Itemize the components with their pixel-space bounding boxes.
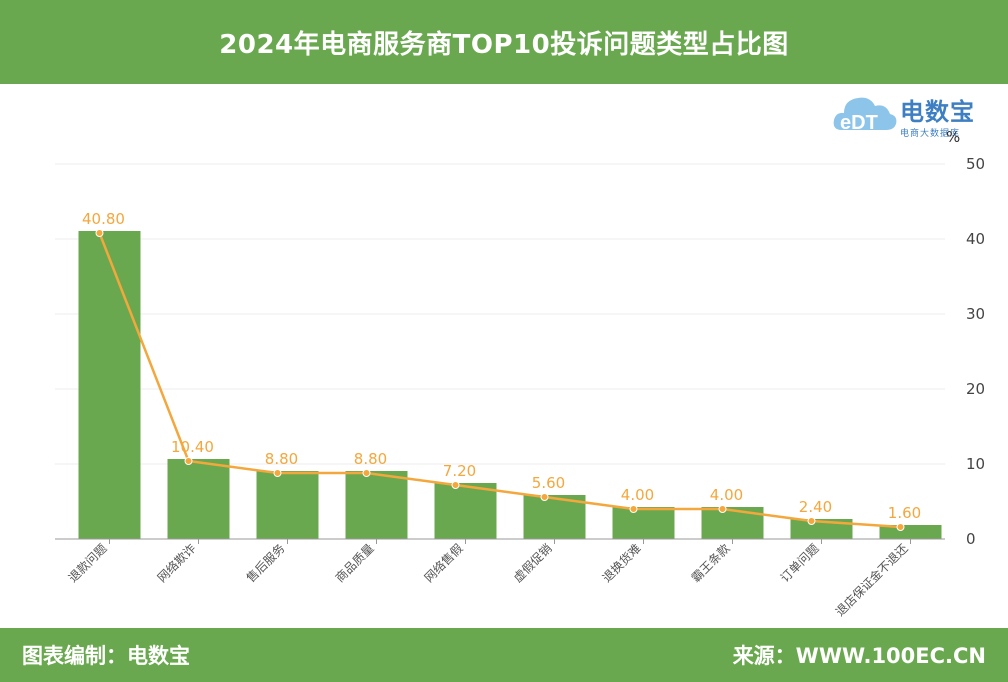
bar (612, 507, 675, 539)
data-label: 8.80 (265, 450, 298, 468)
bar (701, 507, 764, 539)
logo: eDT 电数宝 电商大数据库 (830, 86, 1000, 142)
y-tick-label: 0 (966, 530, 976, 548)
y-unit-label: % (946, 128, 960, 146)
line-point (95, 229, 104, 237)
data-label: 5.60 (532, 474, 565, 492)
bar (345, 471, 408, 539)
line-point (362, 469, 371, 477)
x-tick-label: 售后服务 (243, 541, 288, 586)
line-point (718, 505, 727, 513)
data-label: 40.80 (82, 210, 125, 228)
y-tick-label: 20 (966, 380, 985, 398)
line-point (184, 457, 193, 465)
x-tick-label: 退店保证金不退还 (832, 541, 910, 619)
data-labels: 40.80 10.40 8.80 8.80 7.20 5.60 4.00 4.00 2.40 1.… (82, 210, 921, 522)
y-tick-label: 30 (966, 305, 985, 323)
x-tick-label: 退款问题 (66, 541, 110, 585)
x-tick-label: 霸王条款 (689, 541, 733, 585)
chart-title: 2024年电商服务商TOP10投诉问题类型占比图 (219, 29, 789, 60)
logo-tagline: 电商大数据库 (900, 129, 961, 139)
chart-footer: 图表编制：电数宝 来源：WWW.100EC.CN (0, 628, 1008, 682)
line-point (629, 505, 638, 513)
bar (879, 525, 942, 539)
data-label: 2.40 (799, 498, 832, 516)
y-tick-label: 50 (966, 155, 985, 173)
data-label: 4.00 (621, 486, 654, 504)
chart-header: 2024年电商服务商TOP10投诉问题类型占比图 (0, 0, 1008, 84)
x-tick-label: 网络售假 (421, 541, 466, 586)
y-tick-label: 40 (966, 230, 985, 248)
x-axis: 退款问题 网络欺诈 售后服务 商品质量 网络售假 虚假促销 退换货难 霸王条款 订单问题 退店保证… (66, 539, 911, 619)
logo-brand: 电数宝 (900, 98, 975, 126)
line-point (451, 481, 460, 489)
bar (434, 483, 497, 539)
data-label: 10.40 (171, 438, 214, 456)
x-tick-label: 虚假促销 (511, 541, 555, 585)
footer-source: 来源：WWW.100EC.CN (732, 644, 986, 668)
x-tick-label: 商品质量 (332, 541, 377, 586)
data-label: 4.00 (710, 486, 743, 504)
line-point (273, 469, 282, 477)
line-point (896, 523, 905, 531)
y-tick-label: 10 (966, 455, 985, 473)
bar (790, 519, 853, 539)
line-series (95, 229, 905, 531)
bar-series (78, 231, 942, 539)
line-point (540, 493, 549, 501)
logo-mark: eDT (840, 112, 878, 134)
data-label: 7.20 (443, 462, 476, 480)
bar-line-chart: 40.80 10.40 8.80 8.80 7.20 5.60 4.00 4.00 2.40 1.… (55, 128, 985, 619)
y-axis: 0 10 20 30 40 50% (55, 128, 985, 548)
line-path (98, 232, 901, 529)
grid-lines (55, 163, 945, 465)
x-tick-label: 订单问题 (778, 541, 822, 585)
data-label: 1.60 (888, 504, 921, 522)
cloud-logo-icon: eDT (833, 97, 897, 134)
x-tick-label: 网络欺诈 (154, 541, 199, 586)
bar (256, 471, 319, 539)
line-point (807, 517, 816, 525)
bar (167, 459, 230, 539)
footer-credit: 图表编制：电数宝 (22, 644, 190, 668)
bar (78, 231, 141, 539)
data-label: 8.80 (354, 450, 387, 468)
x-tick-label: 退换货难 (599, 541, 644, 586)
